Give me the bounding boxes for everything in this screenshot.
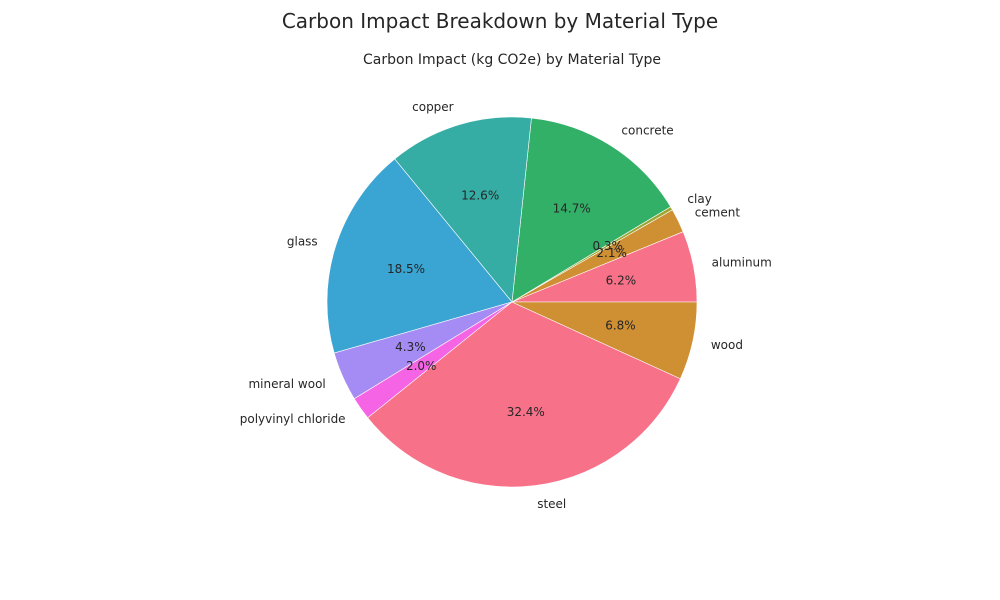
pie-slice-concrete bbox=[511, 117, 672, 303]
figure-title: Carbon Impact Breakdown by Material Type bbox=[281, 9, 719, 33]
category-label-aluminum: aluminum bbox=[712, 256, 772, 270]
pie-slice-glass bbox=[326, 158, 513, 354]
category-label-steel: steel bbox=[537, 497, 566, 511]
percent-label-clay: 0.3% bbox=[592, 239, 623, 253]
category-label-copper: copper bbox=[412, 100, 454, 114]
category-label-cement: cement bbox=[695, 205, 741, 219]
category-label-polyvinyl-chloride: polyvinyl chloride bbox=[240, 412, 346, 426]
percent-label-copper: 12.6% bbox=[461, 189, 499, 203]
percent-labels: 6.2% 2.1%0.3% 14.7% 12.6% 18.5% 4.3% 2.0% 32.4%… bbox=[387, 189, 636, 419]
pie-slice-steel bbox=[367, 301, 681, 488]
percent-label-cement: 2.1% bbox=[596, 246, 627, 260]
pie-slice-wood bbox=[511, 301, 698, 380]
pie-slice-copper bbox=[394, 116, 532, 303]
pie-slices bbox=[326, 116, 698, 488]
category-label-glass: glass bbox=[287, 234, 318, 248]
percent-label-wood: 6.8% bbox=[605, 319, 636, 333]
percent-label-aluminum: 6.2% bbox=[606, 273, 637, 287]
percent-label-glass: 18.5% bbox=[387, 262, 425, 276]
percent-label-polyvinyl-chloride: 2.0% bbox=[406, 359, 437, 373]
category-label-clay: clay bbox=[687, 192, 711, 206]
category-label-concrete: concrete bbox=[621, 123, 673, 137]
category-label-wood: wood bbox=[711, 338, 743, 352]
percent-label-steel: 32.4% bbox=[507, 405, 545, 419]
percent-label-mineral-wool: 4.3% bbox=[395, 340, 426, 354]
chart-title: Carbon Impact (kg CO2e) by Material Type bbox=[363, 52, 661, 68]
category-label-mineral-wool: mineral wool bbox=[248, 377, 325, 391]
percent-label-concrete: 14.7% bbox=[553, 201, 591, 215]
